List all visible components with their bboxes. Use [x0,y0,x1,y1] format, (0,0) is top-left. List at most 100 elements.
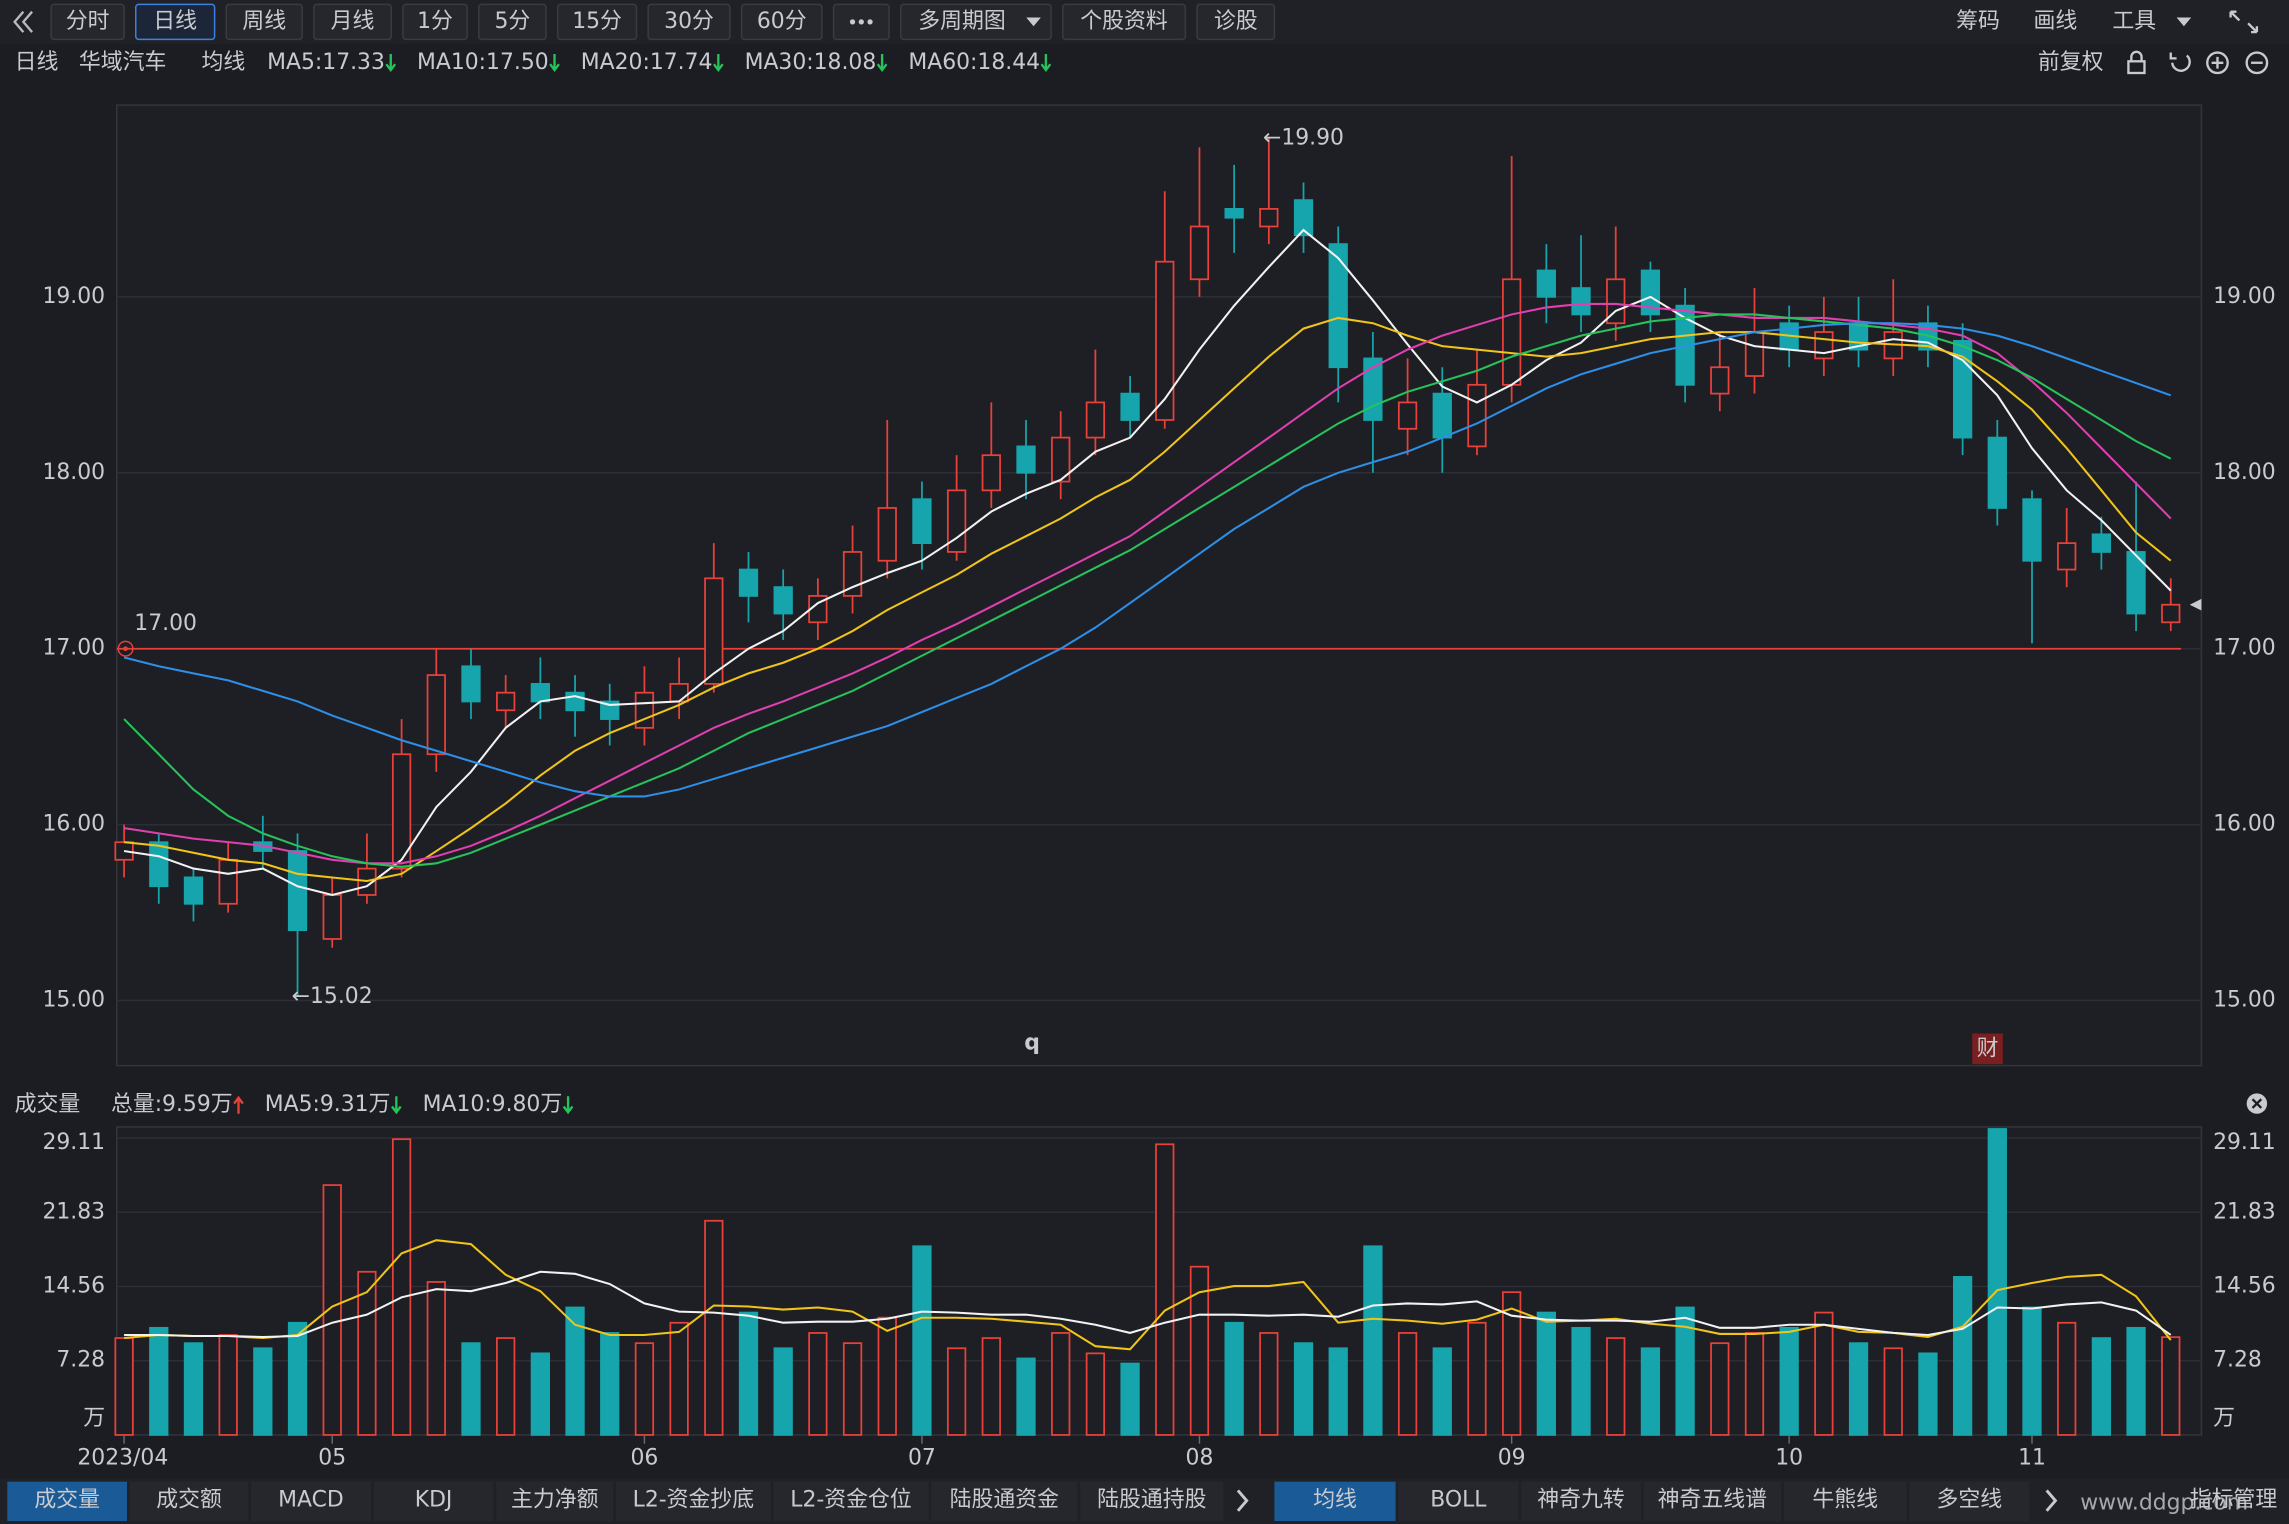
toolbar-right-label[interactable]: 工具 [2112,9,2156,34]
toolbar-button[interactable] [1062,3,1187,41]
volume-bar [1640,1347,1661,1436]
candle-body [1328,243,1348,369]
zoom-in-icon[interactable] [2206,51,2229,75]
indicator-tab[interactable] [1398,1481,1519,1522]
indicator-tab[interactable] [1643,1481,1781,1522]
price-line-handle[interactable] [117,640,134,657]
volume-bar [1918,1352,1938,1436]
legend-entry: 总量:9.59万 [111,1092,233,1117]
indicator-tab[interactable] [1521,1481,1641,1522]
expand-icon[interactable] [2229,10,2259,34]
toolbar-button-label: 多周期图 [918,9,1006,34]
lock-icon[interactable] [2127,60,2146,75]
back-icon[interactable] [13,10,34,33]
x-tick-label: 10 [1775,1445,1803,1470]
adjust-label[interactable]: 前复权 [2038,50,2104,75]
candle-body [2022,498,2042,562]
x-tick-label: 06 [631,1445,659,1470]
toolbar-button[interactable] [313,3,392,41]
indicator-tab[interactable] [1274,1481,1396,1522]
tab-scroll[interactable] [1236,1489,1249,1512]
toolbar-button[interactable] [1196,3,1276,41]
close-cross [2251,1098,2263,1109]
watermark: www.ddgp.com [2080,1491,2248,1516]
toolbar-button[interactable] [647,3,731,41]
candle-body [1120,392,1140,421]
candle-body [149,841,169,888]
volume-bar [2161,1336,2181,1436]
ma-title: 均线 [201,50,245,75]
zoom-in-plus [2211,56,2224,69]
event-marker-q[interactable]: q [1024,1031,1040,1056]
indicator-tab[interactable] [496,1481,614,1522]
down-arrow [713,54,724,73]
event-marker-box[interactable] [1972,1033,2003,1065]
volume-bar [149,1326,169,1436]
indicator-tab[interactable] [616,1481,771,1522]
candle-body [634,691,655,729]
indicator-tab[interactable] [1909,1481,2030,1522]
toolbar-button-label: 分时 [66,9,110,34]
up-arrow [233,1095,244,1114]
indicator-tab-label: L2-资金仓位 [790,1488,912,1513]
candle-body [426,674,446,756]
indicator-tab[interactable] [251,1481,371,1522]
indicator-tab-label: KDJ [415,1488,453,1513]
candle-body [773,586,793,615]
indicator-tab[interactable] [1783,1481,1907,1522]
candle-body [2126,551,2146,615]
candle-body [2161,603,2181,624]
more-dot [867,19,873,25]
candle-body [1571,287,1591,316]
toolbar-button-label: 日线 [153,9,197,34]
indicator-tab[interactable] [373,1481,494,1522]
candle-body [530,683,550,703]
volume-unit-right: 万 [2213,1406,2235,1431]
toolbar-button[interactable] [556,3,638,41]
indicator-tab[interactable] [773,1481,929,1522]
y-tick-label-right: 15.00 [2213,988,2276,1013]
indicator-tab-label: 陆股通持股 [1097,1488,1207,1513]
volume-bar [1016,1357,1036,1436]
candle-body [704,577,724,685]
toolbar-button[interactable] [50,3,125,41]
volume-bar [1952,1275,1973,1436]
zoom-out-icon[interactable] [2245,51,2269,75]
candle-body [2091,533,2112,553]
volume-bar [496,1337,516,1436]
extreme-label: ←19.90 [1263,126,1344,151]
price-pane [116,104,2203,1067]
volume-bar [2091,1337,2112,1436]
volume-bar [183,1342,204,1436]
volume-bar [426,1281,446,1436]
toolbar-right-label[interactable]: 筹码 [1956,9,2000,34]
ma-line [123,316,2172,883]
volume-bar [322,1184,342,1436]
y-tick-label: 29.11 [42,1130,105,1155]
undo-icon[interactable] [2169,52,2191,72]
y-tick-label: 17.00 [42,636,105,661]
volume-ma-line [124,1270,2172,1339]
toolbar-button[interactable] [478,3,547,41]
toolbar-button[interactable] [135,3,216,41]
indicator-tab[interactable] [129,1481,249,1522]
candle-body [1710,366,1730,395]
indicator-tab[interactable] [931,1481,1078,1522]
volume-bar [669,1321,689,1436]
indicator-tab[interactable] [1080,1481,1224,1522]
legend-entry: MA60:18.44 [908,50,1040,75]
volume-bar [1432,1347,1452,1436]
x-tick-label: 09 [1498,1445,1526,1470]
toolbar-right-label[interactable]: 画线 [2034,9,2078,34]
tab-scroll[interactable] [2045,1489,2058,1512]
volume-bar [842,1342,863,1436]
candle-body [1155,260,1175,421]
toolbar-button[interactable] [899,3,1052,41]
indicator-manage[interactable]: 指标管理 [2190,1488,2278,1513]
volume-bar [1259,1332,1279,1436]
toolbar-button[interactable] [740,3,823,41]
toolbar-button[interactable] [225,3,303,41]
indicator-tab-label: MACD [278,1488,344,1513]
toolbar-button[interactable] [402,3,468,41]
indicator-tab[interactable] [7,1481,128,1522]
